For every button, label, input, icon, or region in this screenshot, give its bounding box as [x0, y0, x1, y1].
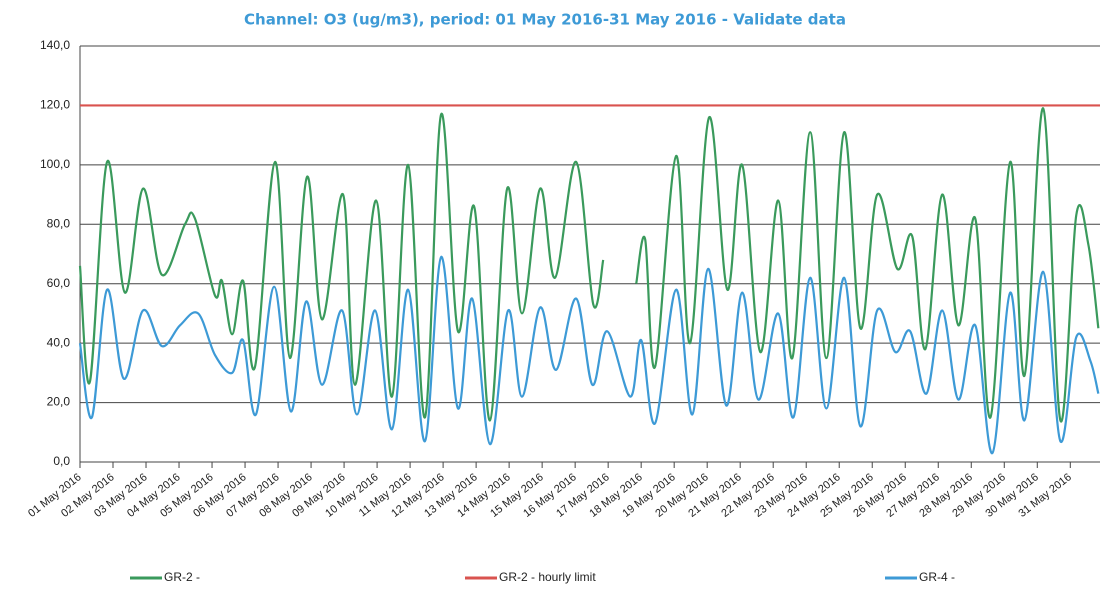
legend-label: GR-4 - [919, 570, 955, 584]
chart-title: Channel: O3 (ug/m3), period: 01 May 2016… [244, 11, 846, 29]
y-tick-label: 120,0 [40, 98, 70, 112]
y-tick-label: 100,0 [40, 157, 70, 171]
y-tick-label: 40,0 [47, 335, 71, 349]
y-tick-label: 60,0 [47, 276, 71, 290]
y-tick-label: 20,0 [47, 395, 71, 409]
y-tick-label: 0,0 [53, 454, 70, 468]
y-tick-label: 140,0 [40, 38, 70, 52]
series-line [78, 255, 1100, 455]
legend-label: GR-2 - hourly limit [499, 570, 596, 584]
series-line [78, 107, 1100, 423]
y-tick-label: 80,0 [47, 216, 71, 230]
legend-label: GR-2 - [164, 570, 200, 584]
